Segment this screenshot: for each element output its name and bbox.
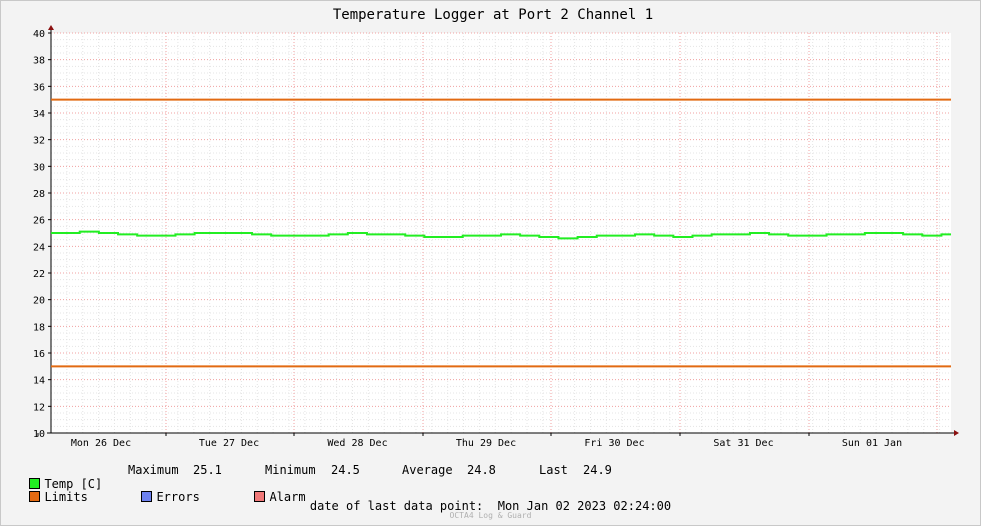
min-value: 24.5 <box>331 463 360 477</box>
legend-alarm: Alarm <box>240 476 306 504</box>
x-tick-label: Fri 30 Dec <box>584 438 644 449</box>
x-tick-label: Thu 29 Dec <box>456 438 516 449</box>
y-tick-label: 12 <box>33 402 45 413</box>
x-tick-labels: Mon 26 Dec Tue 27 Dec Wed 28 Dec Thu 29 Dec… <box>37 433 902 449</box>
limit-lines <box>51 98 951 368</box>
avg-value: 24.8 <box>467 463 496 477</box>
grid <box>51 32 951 434</box>
legend-limits-label: Limits <box>44 490 88 504</box>
legend-errors: Errors <box>127 476 200 504</box>
y-tick-label: 16 <box>33 349 45 360</box>
y-tick-label: 30 <box>33 162 45 173</box>
errors-swatch <box>141 491 153 502</box>
x-tick-label: Wed 28 Dec <box>327 438 387 449</box>
y-tick-label: 34 <box>33 109 45 120</box>
x-tick-label: Sun 01 Jan <box>842 438 902 449</box>
y-tick-label: 20 <box>33 296 45 307</box>
y-tick-label: 26 <box>33 216 45 227</box>
x-axis-arrow <box>954 430 959 436</box>
y-tick-label: 38 <box>33 56 45 67</box>
limits-swatch <box>29 491 41 502</box>
x-tick-label: Sat 31 Dec <box>713 438 773 449</box>
temp-swatch <box>29 478 41 489</box>
y-tick-label: 36 <box>33 82 45 93</box>
y-tick-label: 10 <box>33 429 45 440</box>
legend-row-2: Limits <box>15 476 88 504</box>
legend-temp-label: Temp [C] <box>44 477 103 491</box>
y-tick-label: 22 <box>33 269 45 280</box>
y-tick-label: 14 <box>33 376 45 387</box>
series-lines <box>51 230 951 240</box>
legend-alarm-label: Alarm <box>269 490 306 504</box>
alarm-swatch <box>254 491 266 502</box>
watermark: OCTA4 Log & Guard <box>449 511 532 520</box>
y-tick-label: 40 <box>33 29 45 40</box>
y-tick-label: 28 <box>33 189 45 200</box>
legend-errors-label: Errors <box>156 490 200 504</box>
chart-title: Temperature Logger at Port 2 Channel 1 <box>333 7 653 23</box>
x-tick-label: Tue 27 Dec <box>199 438 259 449</box>
max-value: 25.1 <box>193 463 222 477</box>
legend-row-1: Temp [C] <box>15 463 102 491</box>
x-tick-label: Mon 26 Dec <box>71 438 131 449</box>
y-tick-label: 32 <box>33 136 45 147</box>
max-label: Maximum <box>128 463 179 477</box>
temp-series-line <box>51 230 951 240</box>
y-axis-arrow <box>48 25 54 30</box>
avg-label: Average <box>402 463 453 477</box>
y-tick-labels: 10 12 14 16 18 20 22 24 26 28 30 32 34 36 38 40 <box>33 29 51 440</box>
last-label: Last <box>539 463 568 477</box>
y-tick-label: 24 <box>33 242 45 253</box>
last-data-point: date of last data point: Mon Jan 02 2023… <box>309 499 672 513</box>
y-tick-label: 18 <box>33 322 45 333</box>
min-label: Minimum <box>265 463 316 477</box>
last-value: 24.9 <box>583 463 612 477</box>
